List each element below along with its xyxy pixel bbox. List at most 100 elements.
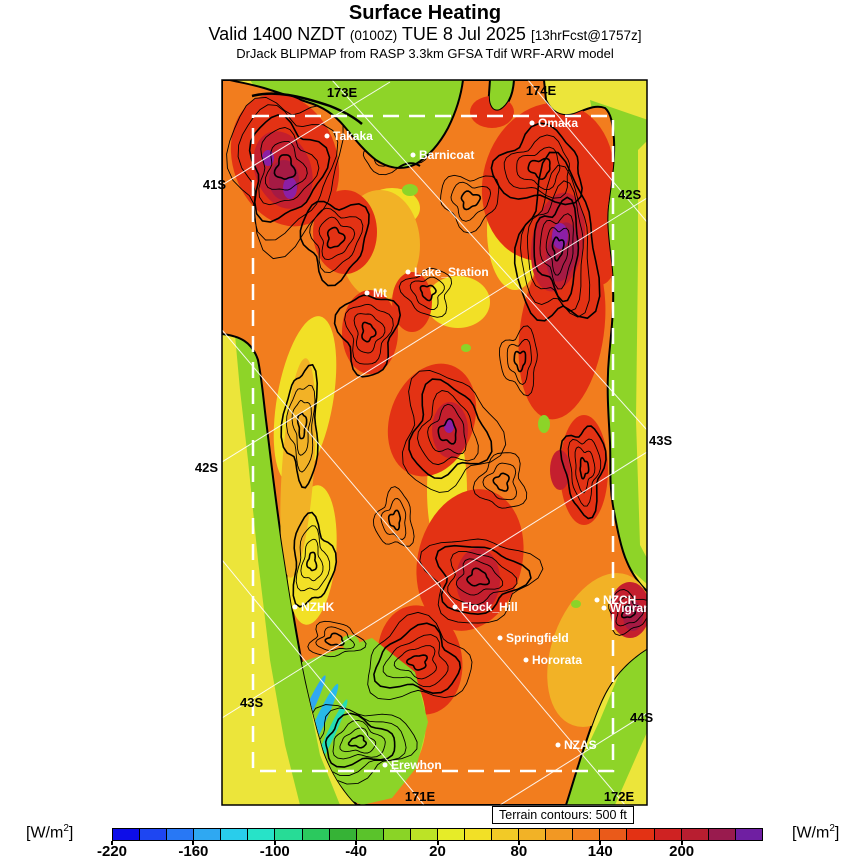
station-dot (529, 120, 535, 126)
colorbar-segment (220, 829, 248, 840)
graticule-label-41s: 41S (203, 177, 226, 192)
station-label: Barnicoat (419, 148, 474, 162)
colorbar-segment (113, 829, 140, 840)
graticule-label-43s: 43S (240, 695, 263, 710)
colorbar-tick-label: -220 (96, 843, 128, 860)
station-erewhon: Erewhon (382, 758, 442, 772)
station-labels: Takaka Barnicoat Omaka Lake_Station Mt NZHK Fl… (292, 116, 654, 772)
colorbar-segment (572, 829, 600, 840)
station-label: Hororata (532, 653, 582, 667)
units-label-right: [W/m2] (792, 823, 840, 842)
colorbar-segment (734, 829, 762, 840)
colorbar-segment (382, 829, 410, 840)
station-dot (364, 290, 370, 296)
station-label: Wigram (610, 601, 654, 615)
graticule-label-174e: 174E (526, 83, 557, 98)
station-label: Erewhon (391, 758, 442, 772)
station-dot (452, 604, 458, 610)
graticule-label-42s: 42S (618, 187, 641, 202)
colorbar-segment (491, 829, 519, 840)
coast-details (251, 92, 421, 169)
station-mt: Mt (364, 286, 387, 300)
colorbar-segment (599, 829, 627, 840)
graticule-label-173e: 173E (327, 85, 358, 100)
colorbar-segment (626, 829, 654, 840)
valid-prefix: Valid 1400 NZDT (208, 24, 350, 44)
station-nzhk: NZHK (292, 600, 335, 614)
graticule-labels: 173E 174E 41S 42S 43S 42S 43S 44S 171E 172E (195, 83, 673, 804)
colorbar-tick (517, 841, 520, 845)
colorbar-segment (328, 829, 356, 840)
page-title: Surface Heating (348, 2, 502, 24)
colorbar-segment (436, 829, 465, 840)
station-dot (405, 269, 411, 275)
colorbar-segment (355, 829, 383, 840)
colorbar-segment (518, 829, 546, 840)
colorbar-tick (355, 841, 358, 845)
heating-colorbar (112, 828, 763, 841)
station-dot (410, 152, 416, 158)
colorbar-segment (247, 829, 275, 840)
graticule-label-42s: 42S (195, 460, 218, 475)
colorbar-segment (680, 829, 708, 840)
model-line: DrJack BLIPMAP from RASP 3.3km GFSA Tdif… (236, 46, 614, 61)
colorbar-tick-label: -100 (259, 843, 290, 860)
valid-forecast-tag: [13hrFcst@1757z] (530, 28, 642, 43)
terrain-contours-note: Terrain contours: 500 ft (492, 806, 634, 824)
station-dot (324, 133, 330, 139)
colorbar-tick-label: -40 (345, 843, 367, 860)
station-label: NZAS (564, 738, 597, 752)
station-label: Flock_Hill (461, 600, 518, 614)
colorbar-tick (111, 841, 113, 845)
model-domain-boundary (251, 114, 615, 773)
colorbar-tick-label: 200 (669, 843, 695, 860)
graticule-label-171e: 171E (405, 789, 436, 804)
colorbar-tick-label: 20 (429, 843, 446, 860)
colorbar-tick (436, 841, 439, 845)
station-nzas: NZAS (555, 738, 597, 752)
colorbar-segment (166, 829, 194, 840)
colorbar-segment (653, 829, 681, 840)
colorbar-segment (274, 829, 302, 840)
valid-date: TUE 8 Jul 2025 (397, 24, 531, 44)
colorbar-segment (545, 829, 573, 840)
colorbar-tick (599, 841, 602, 845)
station-takaka: Takaka (324, 129, 373, 143)
colorbar-tick-label: 80 (510, 843, 528, 860)
station-dot (292, 604, 298, 610)
station-dot (382, 762, 388, 768)
station-dot (555, 742, 561, 748)
colorbar-tick (680, 841, 683, 845)
colorbar-tick (192, 841, 195, 845)
valid-time-line: Valid 1400 NZDT (0100Z) TUE 8 Jul 2025 [… (0, 24, 850, 46)
graticule-label-172e: 172E (604, 789, 635, 804)
station-label: Takaka (333, 129, 373, 143)
station-dot (601, 605, 607, 611)
units-label-left: [W/m2] (26, 823, 74, 842)
station-nzch: NZCH (594, 593, 636, 607)
colorbar-tick-label: -160 (178, 843, 209, 860)
colorbar-segment (409, 829, 437, 840)
colorbar-segment (139, 829, 167, 840)
station-barnicoat: Barnicoat (410, 148, 474, 162)
station-flock_hill: Flock_Hill (452, 600, 518, 614)
station-dot (497, 635, 503, 641)
station-label: NZHK (301, 600, 335, 614)
station-wigram: Wigram (601, 601, 654, 615)
station-label: Springfield (506, 631, 569, 645)
graticule-label-43s: 43S (649, 433, 672, 448)
station-springfield: Springfield (497, 631, 569, 645)
station-omaka: Omaka (529, 116, 578, 130)
map-frame (221, 79, 648, 806)
colorbar-segment (193, 829, 221, 840)
station-label: Mt (373, 286, 387, 300)
colorbar-tick-label: 140 (587, 843, 613, 860)
station-label: NZCH (603, 593, 636, 607)
colorbar-segment (464, 829, 492, 840)
header: Surface Heating Valid 1400 NZDT (0100Z) … (0, 2, 850, 62)
station-label: Omaka (538, 116, 578, 130)
station-label: Lake_Station (414, 265, 489, 279)
colorbar-tick (273, 841, 276, 845)
graticule-label-44s: 44S (630, 710, 653, 725)
